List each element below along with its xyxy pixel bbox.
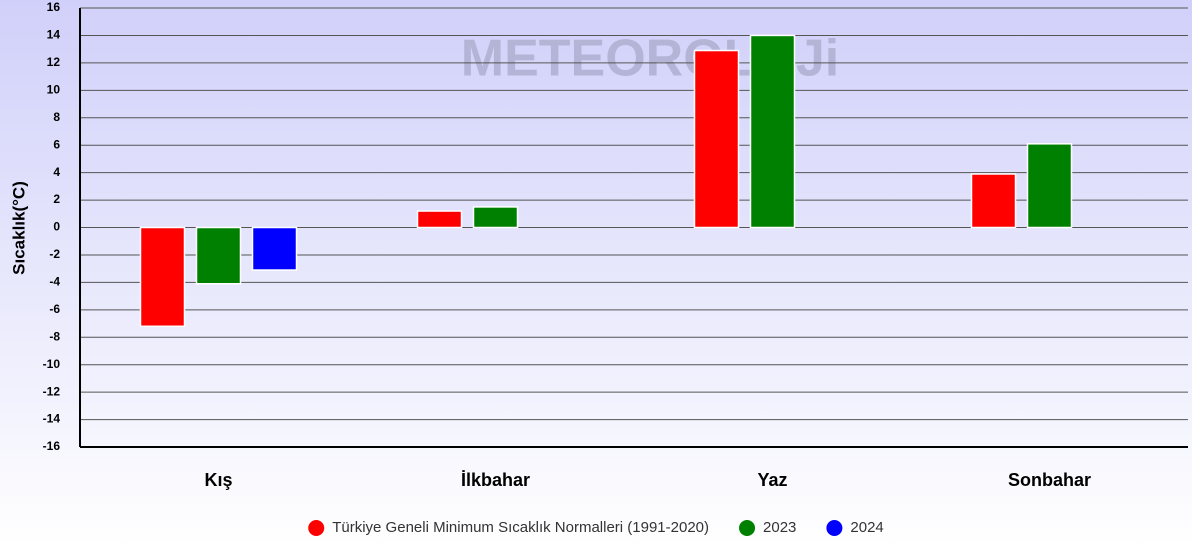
y-tick-label: 2 — [53, 192, 60, 206]
x-tick-label: Kış — [204, 470, 232, 490]
y-tick-label: -4 — [49, 275, 60, 289]
bar — [970, 173, 1017, 229]
legend-label: Türkiye Geneli Minimum Sıcaklık Normalle… — [332, 519, 709, 536]
y-tick-label: 0 — [53, 220, 60, 234]
y-tick-label: -10 — [43, 357, 61, 371]
y-tick-label: 14 — [47, 28, 61, 42]
y-tick-label: -16 — [43, 439, 61, 453]
bar — [139, 226, 186, 328]
legend-label: 2023 — [763, 519, 796, 536]
y-tick-label: 12 — [47, 55, 61, 69]
y-tick-label: -12 — [43, 384, 61, 398]
y-tick-label: 6 — [53, 137, 60, 151]
bar — [416, 210, 463, 229]
x-tick-label: Yaz — [757, 470, 787, 490]
legend-marker — [308, 520, 325, 536]
y-tick-label: -14 — [43, 412, 61, 426]
y-tick-label: 10 — [47, 82, 61, 96]
y-tick-label: -8 — [49, 329, 60, 343]
x-tick-label: İlkbahar — [461, 470, 530, 490]
bar — [472, 206, 519, 229]
y-axis-label: Sıcaklık(°C) — [9, 181, 28, 275]
legend-label: 2024 — [850, 519, 883, 536]
bar — [749, 34, 796, 229]
y-tick-label: -6 — [49, 302, 60, 316]
y-tick-label: 4 — [53, 165, 60, 179]
bar — [693, 49, 740, 229]
y-tick-label: -2 — [49, 247, 60, 261]
bar — [251, 226, 298, 271]
x-tick-label: Sonbahar — [1008, 470, 1091, 490]
bar — [1026, 143, 1073, 229]
y-tick-label: 8 — [53, 110, 60, 124]
legend-marker — [826, 520, 843, 536]
y-tick-label: 16 — [47, 0, 61, 14]
legend-marker — [739, 520, 756, 536]
bar — [195, 226, 242, 285]
